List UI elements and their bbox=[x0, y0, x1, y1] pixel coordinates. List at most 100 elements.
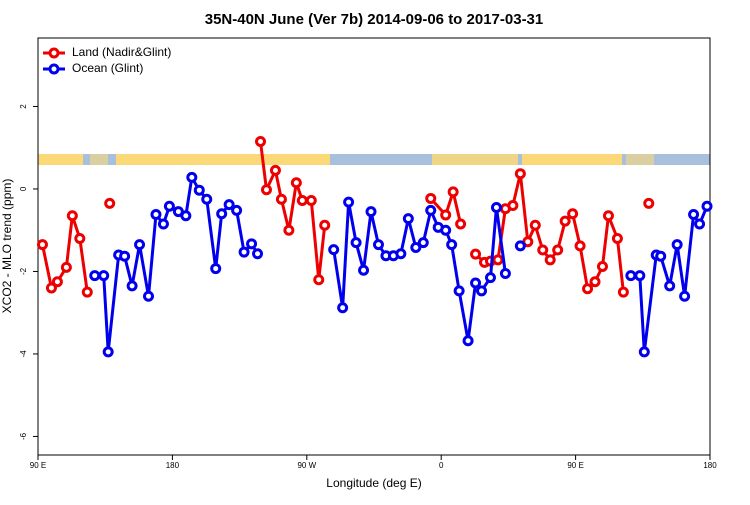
data-point bbox=[305, 195, 317, 207]
mask-land bbox=[522, 154, 622, 165]
y-tick-label: -4 bbox=[19, 350, 28, 358]
data-point bbox=[343, 196, 355, 208]
data-point bbox=[529, 219, 541, 231]
data-point bbox=[337, 302, 349, 314]
data-point bbox=[216, 208, 228, 220]
data-point bbox=[143, 290, 155, 302]
data-point bbox=[246, 238, 258, 250]
data-point bbox=[440, 209, 452, 221]
data-point bbox=[163, 200, 175, 212]
data-point bbox=[186, 171, 198, 183]
data-point bbox=[260, 184, 272, 196]
data-point bbox=[470, 248, 482, 260]
data-point bbox=[701, 200, 713, 212]
data-point bbox=[440, 224, 452, 236]
x-tick-label: 90 E bbox=[567, 461, 583, 470]
mask-land bbox=[90, 154, 108, 165]
data-point bbox=[582, 283, 594, 295]
data-point bbox=[559, 215, 571, 227]
data-point bbox=[395, 248, 407, 260]
mask-land bbox=[38, 154, 83, 165]
data-point bbox=[313, 274, 325, 286]
data-point bbox=[252, 248, 264, 260]
data-point bbox=[671, 239, 683, 251]
data-point bbox=[290, 177, 302, 189]
x-tick-label: 0 bbox=[439, 461, 444, 470]
data-point bbox=[611, 232, 623, 244]
chart-title: 35N-40N June (Ver 7b) 2014-09-06 to 2017… bbox=[205, 11, 544, 28]
data-point bbox=[617, 286, 629, 298]
x-tick-label: 180 bbox=[166, 461, 180, 470]
data-point bbox=[679, 290, 691, 302]
data-point bbox=[446, 239, 458, 251]
data-point bbox=[492, 254, 504, 266]
data-point bbox=[425, 204, 437, 216]
data-point bbox=[193, 184, 205, 196]
data-point bbox=[134, 239, 146, 251]
data-point bbox=[643, 197, 655, 209]
data-point bbox=[126, 280, 138, 292]
data-point bbox=[499, 268, 511, 280]
data-point bbox=[81, 286, 93, 298]
data-point bbox=[688, 209, 700, 221]
data-point bbox=[328, 244, 340, 256]
data-point bbox=[638, 346, 650, 358]
data-point bbox=[490, 202, 502, 214]
x-tick-label: 180 bbox=[703, 461, 717, 470]
data-point bbox=[45, 282, 57, 294]
data-point bbox=[104, 197, 116, 209]
data-point bbox=[417, 237, 429, 249]
legend-marker bbox=[48, 47, 60, 59]
data-point bbox=[544, 254, 556, 266]
data-point bbox=[231, 204, 243, 216]
x-axis-label: Longitude (deg E) bbox=[326, 476, 421, 490]
data-point bbox=[552, 244, 564, 256]
data-point bbox=[402, 213, 414, 225]
land-mask bbox=[38, 154, 710, 165]
data-point bbox=[664, 280, 676, 292]
legend-label: Ocean (Glint) bbox=[72, 61, 143, 75]
data-point bbox=[269, 164, 281, 176]
data-point bbox=[150, 209, 162, 221]
data-point bbox=[66, 210, 78, 222]
data-point bbox=[484, 272, 496, 284]
data-point bbox=[238, 246, 250, 258]
data-point bbox=[223, 199, 235, 211]
x-tick-label: 90 W bbox=[297, 461, 316, 470]
data-point bbox=[283, 224, 295, 236]
data-point bbox=[98, 270, 110, 282]
data-point bbox=[119, 250, 131, 262]
data-point bbox=[350, 237, 362, 249]
data-point bbox=[89, 270, 101, 282]
data-point bbox=[157, 218, 169, 230]
data-point bbox=[455, 218, 467, 230]
data-point bbox=[74, 232, 86, 244]
data-point bbox=[602, 210, 614, 222]
data-point bbox=[514, 168, 526, 180]
data-point bbox=[567, 208, 579, 220]
y-tick-label: 0 bbox=[19, 186, 28, 191]
data-point bbox=[372, 239, 384, 251]
data-point bbox=[210, 263, 222, 275]
data-point bbox=[476, 285, 488, 297]
legend-label: Land (Nadir&Glint) bbox=[72, 45, 171, 59]
data-point bbox=[425, 192, 437, 204]
mask-land bbox=[116, 154, 330, 165]
data-point bbox=[102, 346, 114, 358]
data-point bbox=[507, 199, 519, 211]
data-point bbox=[634, 270, 646, 282]
y-tick-label: 2 bbox=[19, 104, 28, 109]
data-point bbox=[201, 193, 213, 205]
data-point bbox=[358, 264, 370, 276]
data-point bbox=[296, 195, 308, 207]
data-point bbox=[655, 250, 667, 262]
data-point bbox=[470, 277, 482, 289]
data-point bbox=[447, 186, 459, 198]
data-point bbox=[589, 276, 601, 288]
data-point bbox=[625, 270, 637, 282]
data-point bbox=[275, 193, 287, 205]
y-tick-label: -6 bbox=[19, 432, 28, 440]
x-tick-label: 90 E bbox=[30, 461, 46, 470]
data-point bbox=[574, 240, 586, 252]
